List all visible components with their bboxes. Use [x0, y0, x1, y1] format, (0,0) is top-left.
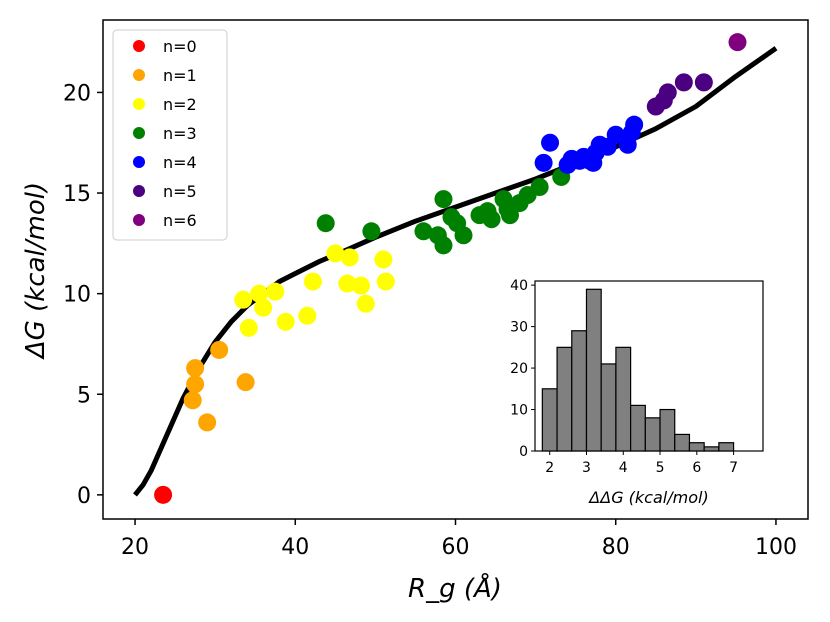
data-point-n4: [625, 115, 644, 134]
data-point-n2: [340, 248, 359, 267]
data-point-n0: [154, 485, 173, 504]
y-tick-label: 20: [63, 81, 91, 106]
y-tick-label: 5: [77, 383, 91, 408]
histogram-bar: [541, 388, 558, 452]
legend-label-n5: n=5: [163, 182, 197, 201]
inset-y-tick-label: 10: [510, 403, 528, 419]
x-tick-label: 100: [755, 535, 797, 560]
data-point-n3: [454, 226, 473, 245]
data-point-n2: [250, 284, 269, 303]
data-point-n1: [198, 413, 217, 432]
y-tick-label: 0: [77, 484, 91, 509]
data-point-n5: [674, 73, 693, 92]
data-point-n5: [658, 83, 677, 102]
inset-y-tick-label: 0: [519, 444, 528, 460]
histogram-bar: [630, 404, 646, 452]
data-point-n2: [376, 272, 395, 291]
data-point-n2: [298, 306, 317, 325]
x-tick-label: 60: [442, 535, 470, 560]
data-point-n3: [482, 210, 501, 229]
inset-x-tick-label: 2: [545, 460, 554, 476]
data-point-n2: [356, 294, 375, 313]
inset-x-tick-label: 4: [619, 460, 628, 476]
data-point-n2: [234, 290, 253, 309]
data-point-n2: [239, 318, 258, 337]
inset-x-tick-label: 5: [656, 460, 665, 476]
data-point-n1: [210, 340, 229, 359]
data-point-n2: [326, 244, 345, 263]
histogram-bar: [674, 433, 691, 452]
inset-y-tick-label: 20: [510, 361, 528, 377]
data-point-n1: [186, 359, 205, 378]
legend-label-n2: n=2: [163, 95, 197, 114]
data-point-n2: [374, 250, 393, 269]
legend-marker-n2: [133, 98, 145, 110]
data-point-n3: [500, 206, 519, 225]
data-point-n4: [534, 153, 553, 172]
data-point-n2: [276, 312, 295, 331]
x-axis-label: R_g (Å): [408, 572, 502, 604]
data-point-n4: [541, 133, 560, 152]
data-point-n1: [186, 375, 205, 394]
data-point-n2: [266, 282, 285, 301]
histogram-bar: [615, 346, 632, 452]
y-tick-label: 10: [63, 283, 91, 308]
y-tick-label: 15: [63, 182, 91, 207]
x-tick-label: 20: [121, 535, 149, 560]
data-point-n5: [694, 73, 713, 92]
legend-marker-n5: [133, 185, 145, 197]
data-point-n4: [606, 125, 625, 144]
inset-x-tick-label: 6: [692, 460, 701, 476]
data-point-n2: [351, 276, 370, 295]
data-point-n3: [530, 178, 549, 197]
legend: n=0 n=1 n=2 n=3 n=4 n=5 n=6: [112, 29, 228, 241]
x-tick-label: 80: [602, 535, 630, 560]
data-point-n2: [303, 272, 322, 291]
legend-marker-n3: [133, 127, 145, 139]
data-point-n3: [316, 214, 335, 233]
histogram-bar: [688, 442, 705, 452]
legend-label-n6: n=6: [163, 211, 197, 230]
data-point-n6: [728, 33, 747, 52]
legend-label-n3: n=3: [163, 124, 197, 143]
histogram-bar: [718, 442, 735, 452]
histogram-bar: [600, 363, 617, 452]
inset-y-tick-label: 30: [510, 320, 528, 336]
data-point-n3: [434, 190, 453, 209]
histogram-bar: [703, 446, 720, 452]
legend-marker-n0: [133, 40, 145, 52]
legend-label-n1: n=1: [163, 66, 197, 85]
inset-histogram: 2 3 4 5 6 7 0 10 20 30 40: [510, 278, 764, 476]
x-tick-label: 40: [281, 535, 309, 560]
legend-marker-n1: [133, 69, 145, 81]
inset-x-tick-label: 3: [582, 460, 591, 476]
histogram-bar: [659, 408, 676, 452]
legend-marker-n6: [133, 214, 145, 226]
data-point-n3: [414, 222, 433, 241]
data-point-n2: [254, 298, 273, 317]
y-axis-label: ΔG (kcal/mol): [21, 182, 51, 360]
inset-x-tick-label: 7: [729, 460, 738, 476]
legend-label-n4: n=4: [163, 153, 197, 172]
histogram-bar: [644, 417, 661, 452]
histogram-bar: [585, 288, 602, 452]
histogram-bar: [571, 330, 588, 452]
data-point-n3: [434, 236, 453, 255]
inset-x-axis-label: ΔΔG (kcal/mol): [587, 488, 708, 507]
histogram-bar: [556, 346, 573, 452]
data-point-n2: [338, 274, 357, 293]
legend-marker-n4: [133, 156, 145, 168]
data-point-n3: [362, 222, 381, 241]
legend-label-n0: n=0: [163, 37, 197, 56]
data-point-n1: [236, 373, 255, 392]
data-point-n1: [183, 391, 202, 410]
inset-y-tick-label: 40: [510, 278, 528, 294]
